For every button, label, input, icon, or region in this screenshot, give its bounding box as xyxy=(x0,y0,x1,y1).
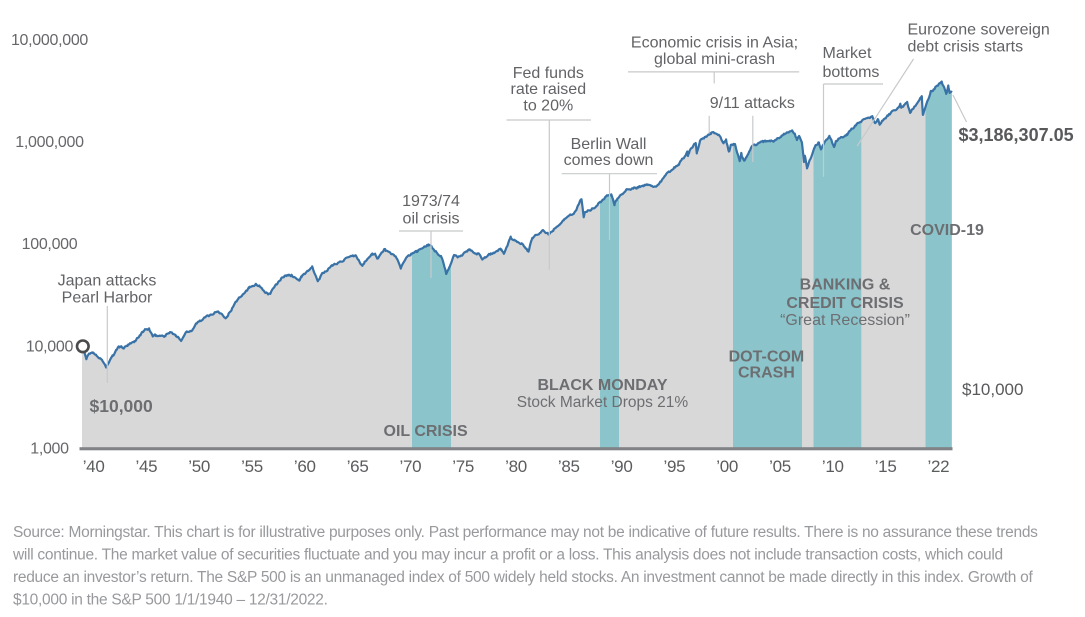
svg-text:BLACK MONDAY: BLACK MONDAY xyxy=(537,377,667,394)
svg-text:’00: ’00 xyxy=(716,457,738,476)
svg-text:’10: ’10 xyxy=(822,457,844,476)
svg-text:global mini-crash: global mini-crash xyxy=(654,51,775,68)
svg-text:Japan attacks: Japan attacks xyxy=(58,273,157,290)
svg-text:will continue. The market valu: will continue. The market value of secur… xyxy=(12,547,1003,564)
svg-text:’55: ’55 xyxy=(241,457,263,476)
svg-text:CREDIT CRISIS: CREDIT CRISIS xyxy=(786,295,904,312)
svg-text:10,000: 10,000 xyxy=(26,338,74,355)
svg-text:’75: ’75 xyxy=(452,457,474,476)
svg-text:’45: ’45 xyxy=(136,457,158,476)
svg-text:debt crisis starts: debt crisis starts xyxy=(908,39,1024,56)
svg-text:rate raised: rate raised xyxy=(511,81,587,98)
svg-text:’40: ’40 xyxy=(83,457,105,476)
svg-text:Stock Market Drops 21%: Stock Market Drops 21% xyxy=(517,394,689,411)
svg-text:Source: Morningstar. This char: Source: Morningstar. This chart is for i… xyxy=(13,524,1038,541)
svg-text:reduce an investor’s return. T: reduce an investor’s return. The S&P 500… xyxy=(13,569,1033,586)
svg-text:’80: ’80 xyxy=(505,457,527,476)
svg-text:Fed funds: Fed funds xyxy=(513,65,584,82)
svg-text:Economic crisis in Asia;: Economic crisis in Asia; xyxy=(631,35,798,52)
svg-text:Pearl Harbor: Pearl Harbor xyxy=(62,290,153,307)
svg-text:Berlin Wall: Berlin Wall xyxy=(571,136,647,153)
svg-text:“Great Recession”: “Great Recession” xyxy=(780,312,910,329)
svg-text:$10,000: $10,000 xyxy=(90,396,154,416)
svg-text:$10,000: $10,000 xyxy=(962,380,1023,399)
svg-text:’65: ’65 xyxy=(347,457,369,476)
svg-text:’95: ’95 xyxy=(664,457,686,476)
svg-text:$10,000 in the S&P 500 1/1/194: $10,000 in the S&P 500 1/1/1940 – 12/31/… xyxy=(13,592,328,609)
svg-text:to 20%: to 20% xyxy=(523,98,573,115)
svg-text:10,000,000: 10,000,000 xyxy=(11,32,88,49)
svg-text:100,000: 100,000 xyxy=(22,236,78,253)
svg-text:Market: Market xyxy=(823,45,872,62)
svg-text:BANKING &: BANKING & xyxy=(800,277,891,294)
svg-text:9/11 attacks: 9/11 attacks xyxy=(710,95,795,112)
svg-text:oil crisis: oil crisis xyxy=(403,211,460,228)
svg-text:CRASH: CRASH xyxy=(738,364,795,381)
svg-text:’05: ’05 xyxy=(769,457,791,476)
svg-text:’15: ’15 xyxy=(875,457,897,476)
svg-text:1,000: 1,000 xyxy=(30,440,69,457)
svg-text:1973/74: 1973/74 xyxy=(402,193,460,210)
svg-text:’90: ’90 xyxy=(611,457,633,476)
svg-text:Eurozone sovereign: Eurozone sovereign xyxy=(908,22,1050,39)
svg-text:comes down: comes down xyxy=(564,152,654,169)
svg-text:’85: ’85 xyxy=(558,457,580,476)
svg-text:OIL CRISIS: OIL CRISIS xyxy=(384,423,468,440)
svg-text:’60: ’60 xyxy=(294,457,316,476)
svg-text:COVID-19: COVID-19 xyxy=(910,222,984,239)
svg-text:bottoms: bottoms xyxy=(823,64,880,81)
svg-text:’50: ’50 xyxy=(188,457,210,476)
svg-text:’22: ’22 xyxy=(928,457,950,476)
svg-text:’70: ’70 xyxy=(400,457,422,476)
svg-text:$3,186,307.05: $3,186,307.05 xyxy=(959,125,1074,145)
svg-text:DOT-COM: DOT-COM xyxy=(729,348,805,365)
svg-text:1,000,000: 1,000,000 xyxy=(15,134,84,151)
